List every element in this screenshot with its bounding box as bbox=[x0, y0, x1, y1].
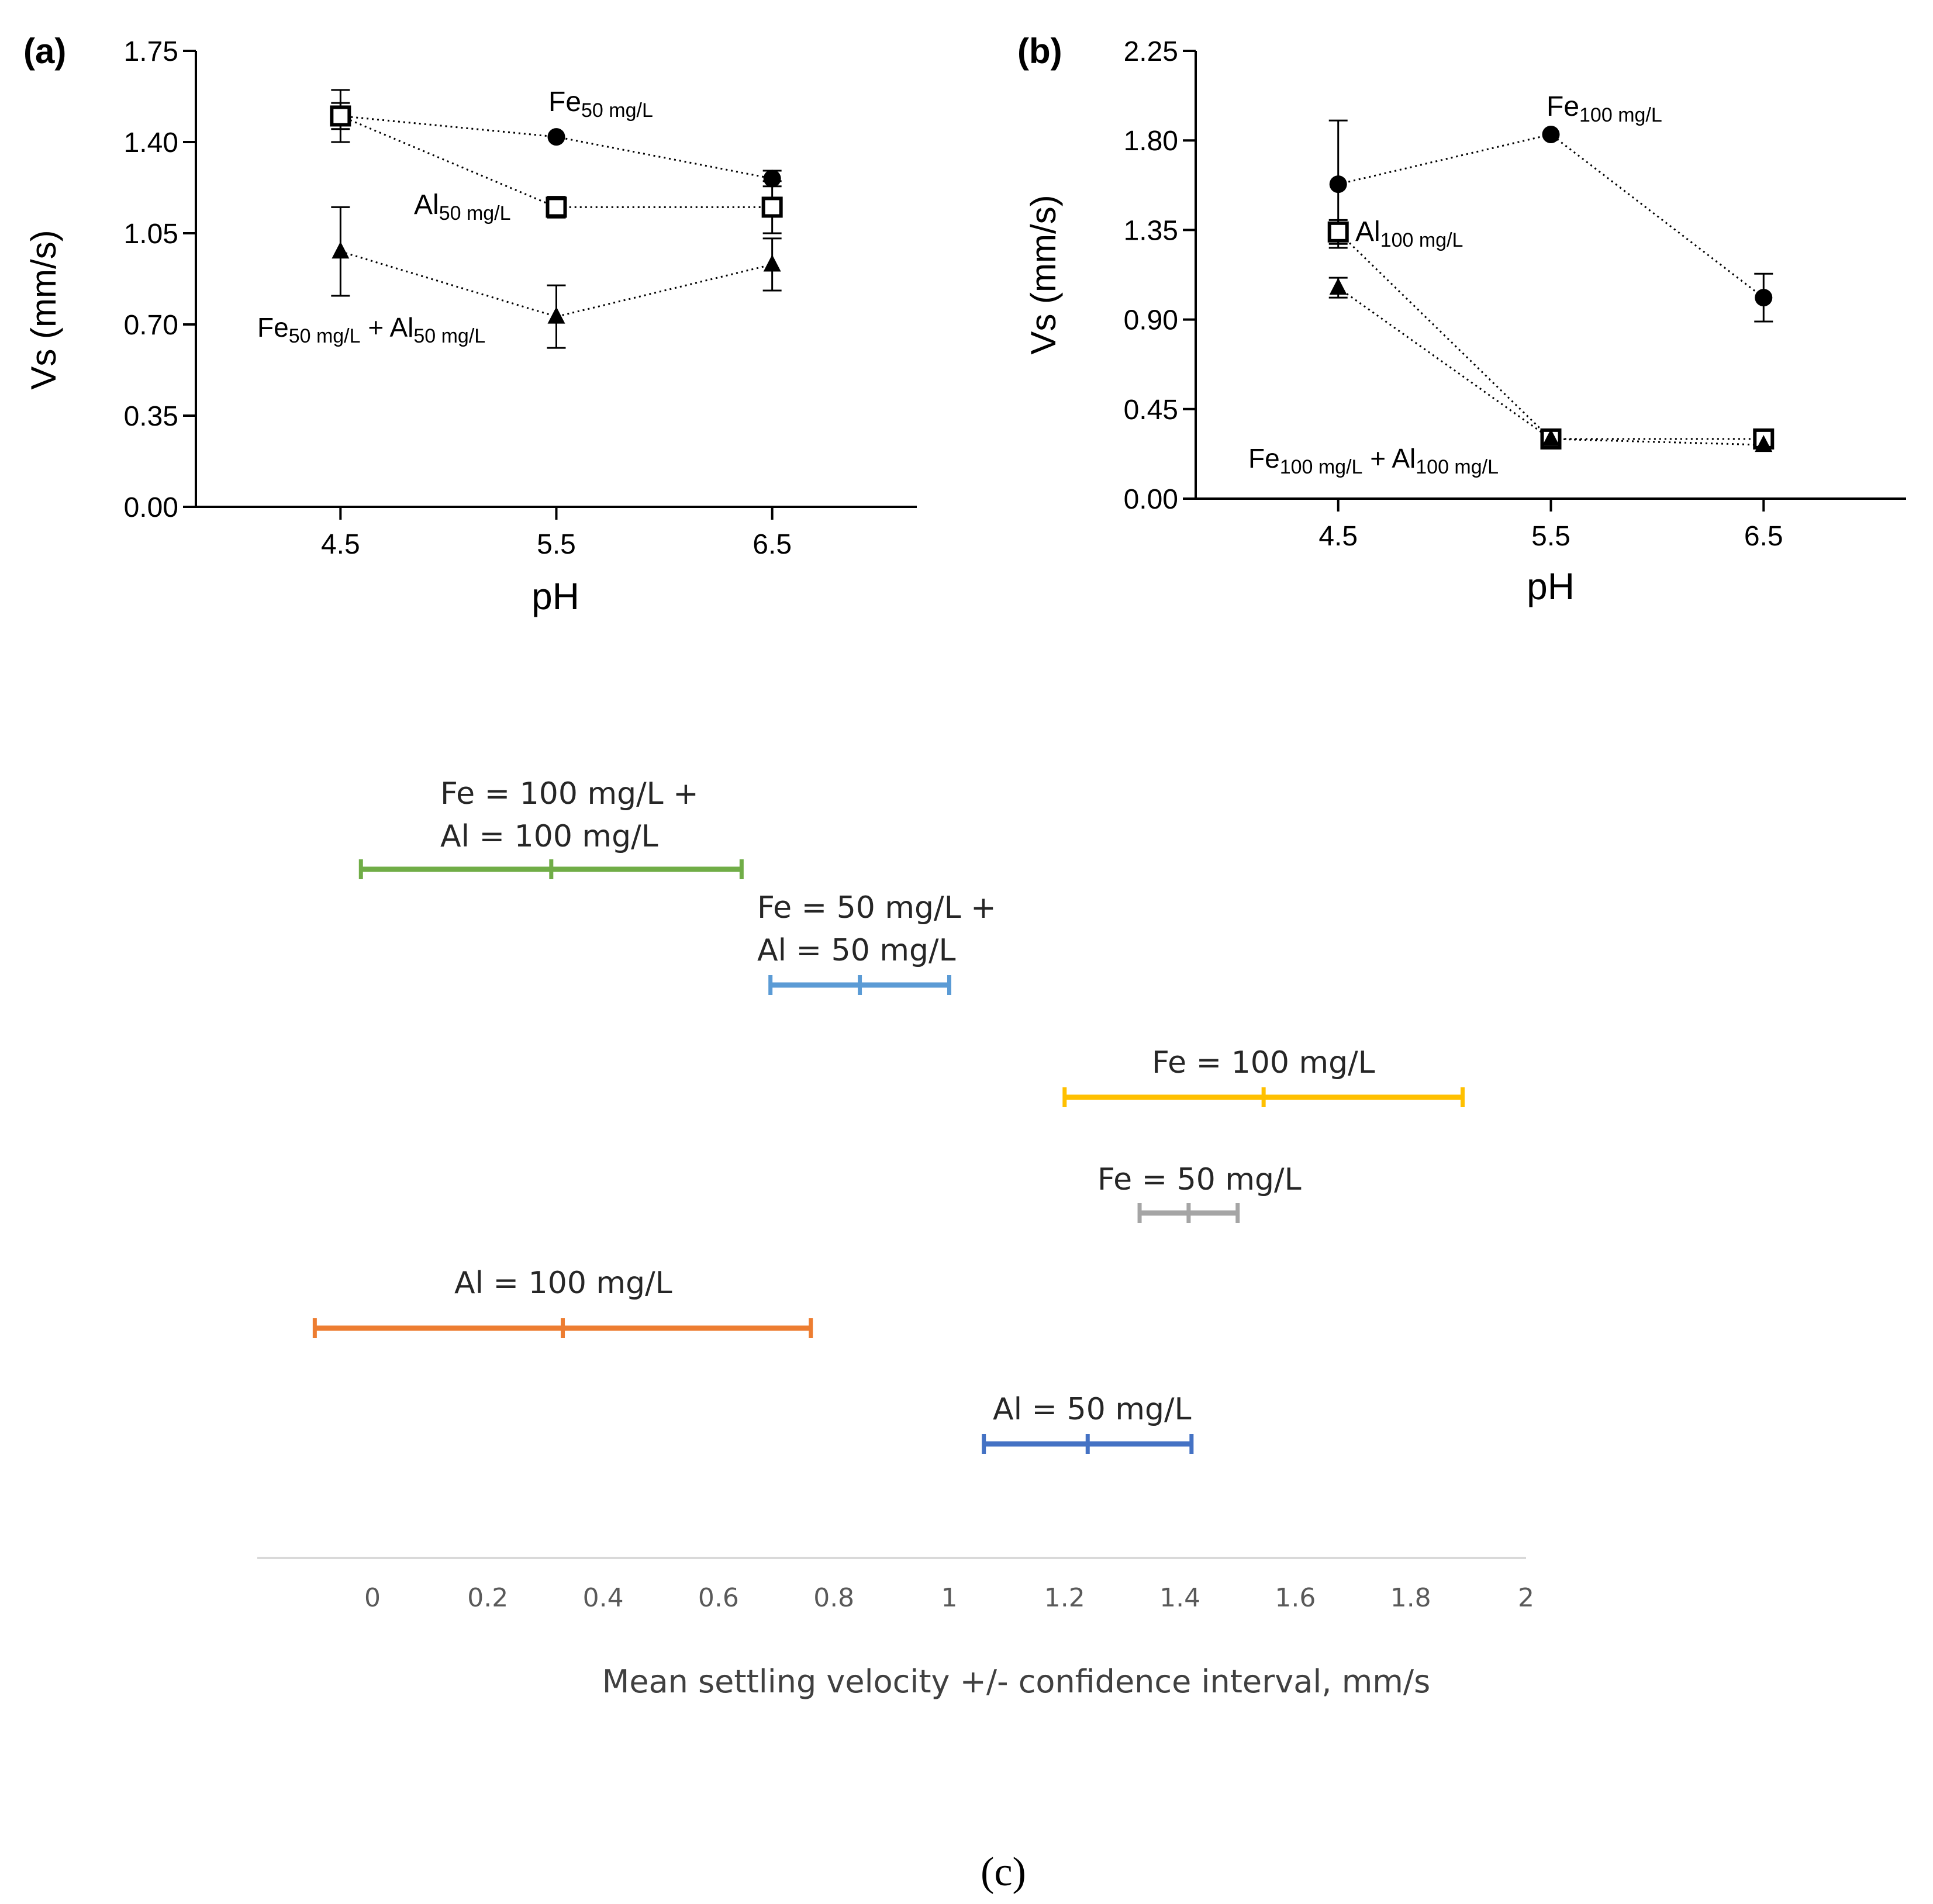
data-point bbox=[1329, 175, 1347, 193]
data-point bbox=[1755, 289, 1773, 307]
data-point bbox=[761, 196, 783, 218]
panel-b-chart: (b) Vs (mm/s) pH 0.00 0.45 0.90 1.35 1.80 2.2… bbox=[1017, 32, 1906, 607]
data-point bbox=[546, 196, 567, 218]
data-point bbox=[1755, 435, 1773, 452]
y-tick-label: 1.05 bbox=[124, 219, 178, 250]
x-tick-label: 5.5 bbox=[1531, 521, 1570, 552]
x-tick-label: 5.5 bbox=[537, 529, 576, 560]
y-tick-label: 0.45 bbox=[1124, 395, 1178, 426]
data-point bbox=[1542, 429, 1560, 446]
y-tick-label: 1.40 bbox=[124, 127, 178, 158]
panel-a-chart: (a) Vs (mm/s) pH 0.00 0.35 0.70 1.05 1.40 1.7… bbox=[23, 32, 917, 617]
panel-b-x-axis-title: pH bbox=[1527, 565, 1575, 607]
x-tick-label: 0.6 bbox=[698, 1583, 739, 1613]
interval-label: Fe = 50 mg/L bbox=[1097, 1162, 1302, 1197]
panel-a-series-label-al: Al50 mg/L bbox=[414, 189, 511, 224]
x-tick-label: 1.4 bbox=[1159, 1583, 1200, 1613]
data-point bbox=[547, 128, 565, 146]
y-tick-label: 0.70 bbox=[124, 310, 178, 341]
panel-b-y-axis-title: Vs (mm/s) bbox=[1024, 195, 1063, 354]
interval-label: Al = 50 mg/L bbox=[993, 1392, 1192, 1427]
y-tick-label: 0.00 bbox=[124, 492, 178, 523]
interval-label: Al = 50 mg/L bbox=[757, 933, 956, 968]
data-point bbox=[547, 306, 565, 324]
y-tick-label: 0.35 bbox=[124, 401, 178, 432]
series-line bbox=[1337, 231, 1764, 440]
y-tick-label: 0.00 bbox=[1124, 484, 1178, 515]
interval-label: Al = 100 mg/L bbox=[454, 1266, 672, 1301]
data-point bbox=[332, 241, 350, 259]
y-tick-label: 2.25 bbox=[1124, 36, 1178, 67]
data-point bbox=[330, 105, 351, 127]
x-tick-label: 1 bbox=[941, 1583, 958, 1613]
panel-c-x-axis-title: Mean settling velocity +/- confidence in… bbox=[602, 1663, 1430, 1700]
panel-c-label: (c) bbox=[981, 1850, 1026, 1895]
data-point bbox=[1542, 125, 1560, 143]
x-tick-label: 4.5 bbox=[321, 529, 360, 560]
data-point bbox=[763, 170, 781, 188]
panel-b-label: (b) bbox=[1017, 32, 1062, 71]
panel-b-series-label-fe: Fe100 mg/L bbox=[1547, 91, 1662, 126]
interval-label: Fe = 100 mg/L bbox=[1152, 1045, 1375, 1080]
x-tick-label: 4.5 bbox=[1318, 521, 1358, 552]
y-tick-label: 0.90 bbox=[1124, 305, 1178, 336]
x-tick-label: 0.4 bbox=[583, 1583, 624, 1613]
panel-a-y-axis-title: Vs (mm/s) bbox=[24, 230, 63, 389]
x-tick-label: 0.8 bbox=[813, 1583, 854, 1613]
y-tick-label: 1.75 bbox=[124, 36, 178, 67]
x-tick-label: 0.2 bbox=[467, 1583, 508, 1613]
panel-a-label: (a) bbox=[23, 32, 66, 71]
panel-c-chart: 0 0.2 0.4 0.6 0.8 1 1.2 1.4 1.6 1.8 2 Fe = 100 mg/… bbox=[257, 776, 1534, 1895]
data-point bbox=[1329, 278, 1347, 295]
y-tick-label: 1.35 bbox=[1124, 215, 1178, 246]
interval-label: Fe = 100 mg/L + bbox=[440, 776, 699, 811]
series-line bbox=[340, 250, 773, 318]
x-tick-label: 6.5 bbox=[1744, 521, 1783, 552]
panel-a-series-label-fe-al: Fe50 mg/L + Al50 mg/L bbox=[257, 312, 485, 347]
data-point bbox=[1327, 221, 1349, 243]
interval-label: Fe = 50 mg/L + bbox=[757, 890, 996, 925]
x-tick-label: 6.5 bbox=[753, 529, 792, 560]
panel-b-series-label-fe-al: Fe100 mg/L + Al100 mg/L bbox=[1248, 443, 1499, 478]
interval-label: Al = 100 mg/L bbox=[440, 819, 658, 854]
panel-a-x-axis-title: pH bbox=[531, 575, 579, 617]
series-line bbox=[1337, 286, 1764, 446]
y-tick-label: 1.80 bbox=[1124, 126, 1178, 157]
panel-a-series-label-fe: Fe50 mg/L bbox=[548, 87, 653, 122]
x-tick-label: 2 bbox=[1518, 1583, 1534, 1613]
data-point bbox=[763, 254, 781, 272]
x-tick-label: 1.6 bbox=[1275, 1583, 1316, 1613]
x-tick-label: 0 bbox=[364, 1583, 381, 1613]
panel-b-series-label-al: Al100 mg/L bbox=[1355, 216, 1463, 251]
x-tick-label: 1.8 bbox=[1390, 1583, 1431, 1613]
series-line bbox=[1338, 133, 1765, 299]
series-line bbox=[340, 115, 772, 179]
x-tick-label: 1.2 bbox=[1044, 1583, 1085, 1613]
